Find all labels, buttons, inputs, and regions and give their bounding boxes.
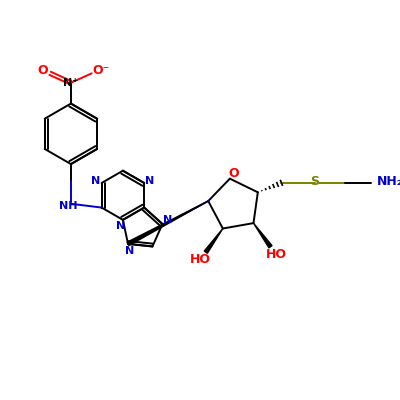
Text: N: N <box>125 246 134 256</box>
Text: N: N <box>116 222 126 232</box>
Text: HO: HO <box>266 248 287 261</box>
Text: N: N <box>91 176 100 186</box>
Text: N: N <box>145 176 154 186</box>
Text: O: O <box>228 168 239 180</box>
Text: S: S <box>310 176 319 188</box>
Polygon shape <box>127 201 208 246</box>
Text: NH₂: NH₂ <box>377 176 400 188</box>
Polygon shape <box>204 228 223 253</box>
Text: HO: HO <box>190 253 211 266</box>
Text: O⁻: O⁻ <box>92 64 110 77</box>
Text: N⁺: N⁺ <box>63 78 78 88</box>
Text: O: O <box>37 64 48 77</box>
Text: N: N <box>164 215 173 225</box>
Polygon shape <box>254 223 272 248</box>
Text: NH: NH <box>59 201 77 211</box>
